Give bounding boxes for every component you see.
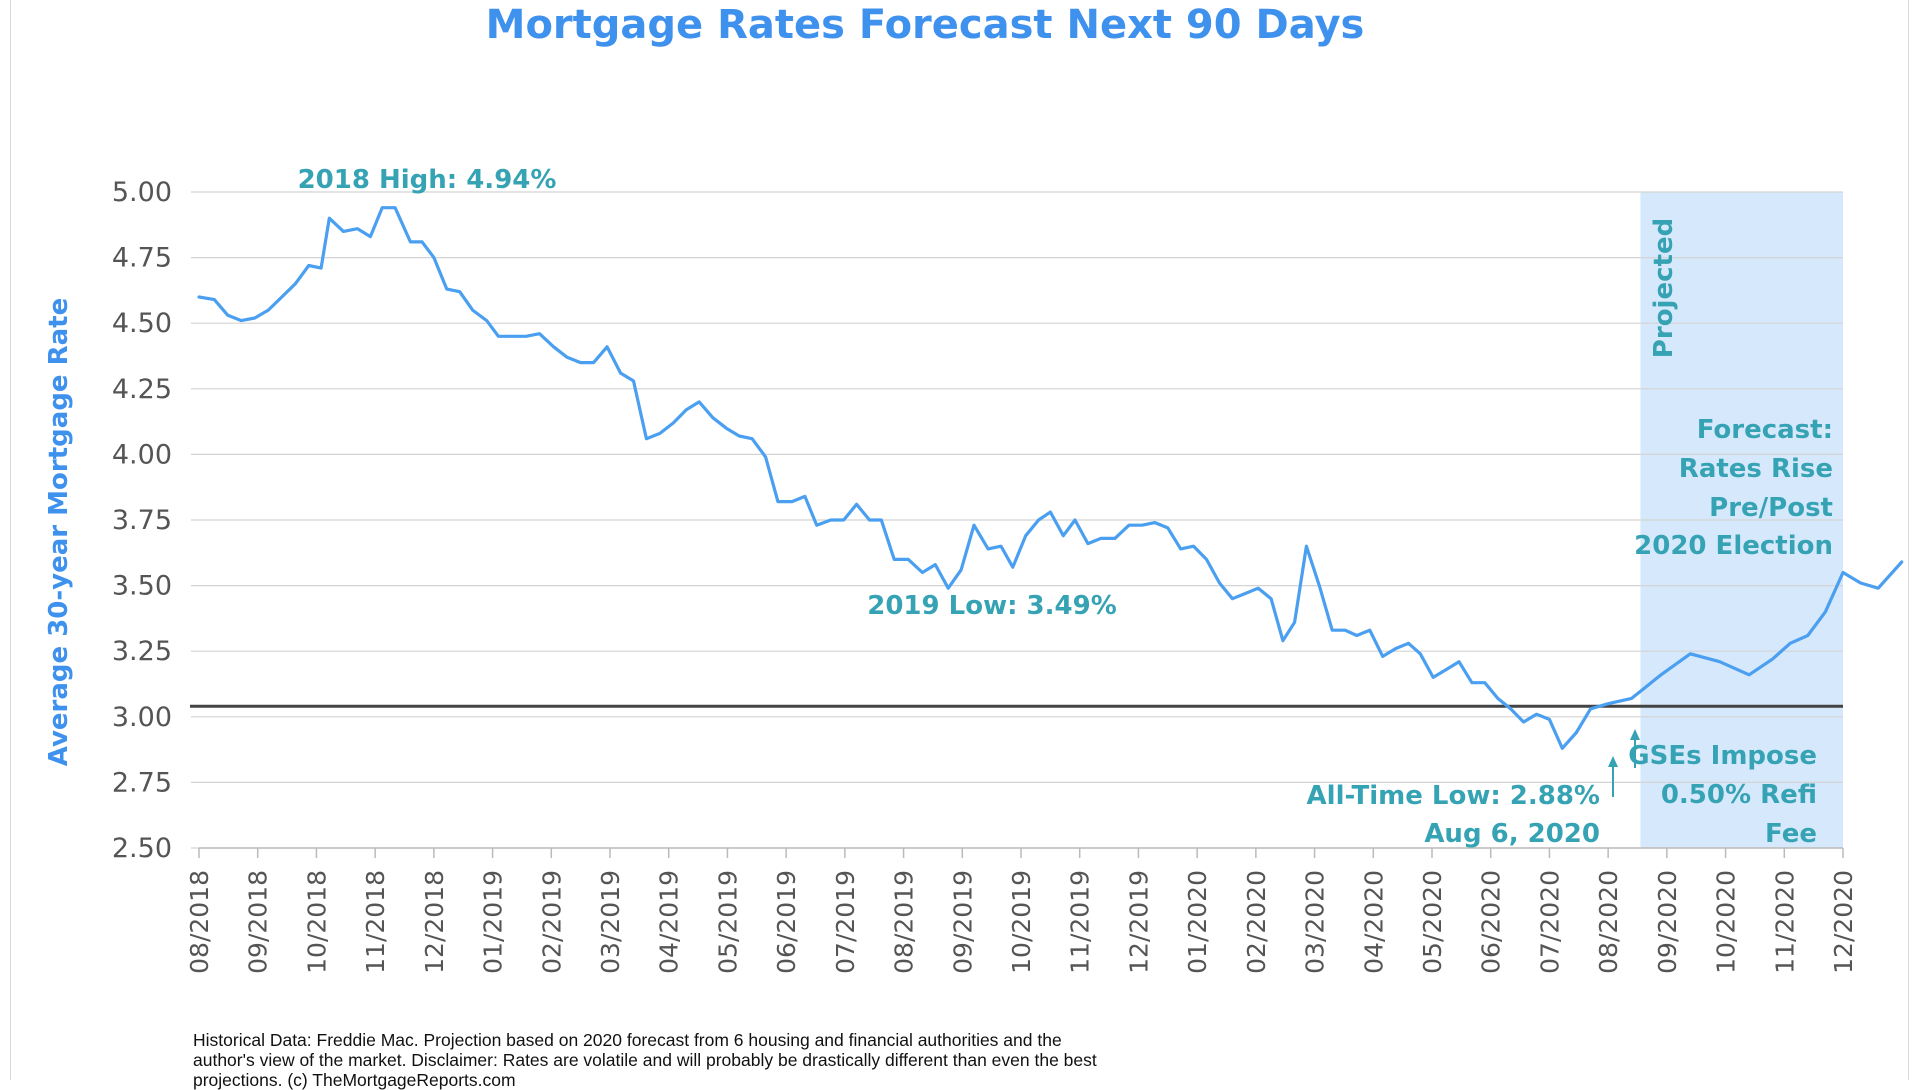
x-tick-label: 08/2019 bbox=[890, 870, 919, 974]
y-tick-label: 3.50 bbox=[112, 571, 172, 602]
projected-rate-line bbox=[1574, 560, 1904, 735]
projected-label: Projected bbox=[1649, 218, 1679, 358]
x-tick-label: 11/2018 bbox=[361, 870, 390, 974]
x-tick-label: 06/2020 bbox=[1477, 870, 1506, 974]
annotation-forecast-1: Forecast: bbox=[1697, 415, 1833, 445]
right-border bbox=[1908, 0, 1909, 1080]
x-tick-label: 07/2020 bbox=[1535, 870, 1564, 974]
x-tick-label: 04/2020 bbox=[1359, 870, 1388, 974]
y-tick-label: 3.00 bbox=[112, 702, 172, 733]
x-tick-label: 01/2020 bbox=[1183, 870, 1212, 974]
y-tick-label: 5.00 bbox=[112, 177, 172, 208]
annotation-2018-high: 2018 High: 4.94% bbox=[298, 165, 557, 195]
gse-arrow-head bbox=[1630, 729, 1640, 740]
y-tick-label: 3.75 bbox=[112, 505, 172, 536]
x-tick-label: 04/2019 bbox=[655, 870, 684, 974]
x-tick-label: 11/2019 bbox=[1066, 870, 1095, 974]
y-tick-label: 4.00 bbox=[112, 439, 172, 470]
alltime-low-arrow bbox=[1608, 756, 1618, 797]
x-tick-label: 11/2020 bbox=[1770, 870, 1799, 974]
y-tick-label: 4.25 bbox=[112, 374, 172, 405]
x-tick-label: 02/2019 bbox=[537, 870, 566, 974]
x-tick-label: 10/2020 bbox=[1712, 870, 1741, 974]
source-footnote: Historical Data: Freddie Mac. Projection… bbox=[193, 1030, 1253, 1090]
x-tick-labels: 08/2018 09/2018 10/2018 11/2018 12/2018 01/20… bbox=[185, 870, 1858, 974]
footnote-line-3: projections. (c) TheMortgageReports.com bbox=[193, 1070, 516, 1090]
annotation-2019-low: 2019 Low: 3.49% bbox=[867, 591, 1117, 621]
annotation-gse-2: 0.50% Refi bbox=[1661, 780, 1817, 810]
grid-lines bbox=[191, 191, 1843, 849]
x-tick-label: 08/2020 bbox=[1594, 870, 1623, 974]
historical-rate-line bbox=[197, 206, 1578, 750]
footnote-line-1: Historical Data: Freddie Mac. Projection… bbox=[193, 1030, 1062, 1050]
y-axis-label: Average 30-year Mortgage Rate bbox=[44, 298, 74, 766]
x-tick-label: 03/2020 bbox=[1301, 870, 1330, 974]
x-tick-label: 09/2019 bbox=[948, 870, 977, 974]
annotation-gse-1: GSEs Impose bbox=[1628, 741, 1817, 771]
y-tick-label: 3.25 bbox=[112, 636, 172, 667]
x-tick-label: 06/2019 bbox=[772, 870, 801, 974]
series-lines bbox=[197, 206, 1904, 750]
annotation-gse-3: Fee bbox=[1765, 819, 1817, 849]
y-tick-labels: 5.00 4.75 4.50 4.25 4.00 3.75 3.50 3.25 3.00 2.75… bbox=[112, 177, 172, 864]
y-tick-label: 4.50 bbox=[112, 308, 172, 339]
x-tick-label: 12/2018 bbox=[420, 870, 449, 974]
annotation-alltime-low: All-Time Low: 2.88% bbox=[1307, 781, 1600, 811]
annotation-forecast-3: Pre/Post bbox=[1709, 493, 1833, 523]
x-axis bbox=[198, 847, 1844, 858]
y-tick-label: 4.75 bbox=[112, 243, 172, 274]
x-tick-label: 05/2019 bbox=[713, 870, 742, 974]
footnote-line-2: author's view of the market. Disclaimer:… bbox=[193, 1050, 1097, 1070]
x-tick-label: 02/2020 bbox=[1242, 870, 1271, 974]
x-tick-label: 03/2019 bbox=[596, 870, 625, 974]
y-tick-label: 2.50 bbox=[112, 833, 172, 864]
x-tick-label: 10/2019 bbox=[1007, 870, 1036, 974]
x-tick-label: 07/2019 bbox=[831, 870, 860, 974]
y-tick-label: 2.75 bbox=[112, 767, 172, 798]
x-tick-label: 08/2018 bbox=[185, 870, 214, 974]
x-tick-label: 12/2019 bbox=[1124, 870, 1153, 974]
left-border bbox=[10, 0, 11, 1080]
gse-arrow bbox=[1630, 729, 1640, 768]
annotation-forecast-4: 2020 Election bbox=[1634, 531, 1833, 561]
chart-title: Mortgage Rates Forecast Next 90 Days bbox=[486, 2, 1365, 48]
x-tick-label: 09/2018 bbox=[244, 870, 273, 974]
x-tick-label: 01/2019 bbox=[479, 870, 508, 974]
alltime-low-arrow-head bbox=[1608, 756, 1618, 767]
x-tick-label: 05/2020 bbox=[1418, 870, 1447, 974]
annotation-alltime-low-date: Aug 6, 2020 bbox=[1424, 819, 1600, 849]
x-tick-label: 10/2018 bbox=[302, 870, 331, 974]
annotation-forecast-2: Rates Rise bbox=[1679, 454, 1833, 484]
x-tick-label: 12/2020 bbox=[1829, 870, 1858, 974]
x-tick-label: 09/2020 bbox=[1653, 870, 1682, 974]
